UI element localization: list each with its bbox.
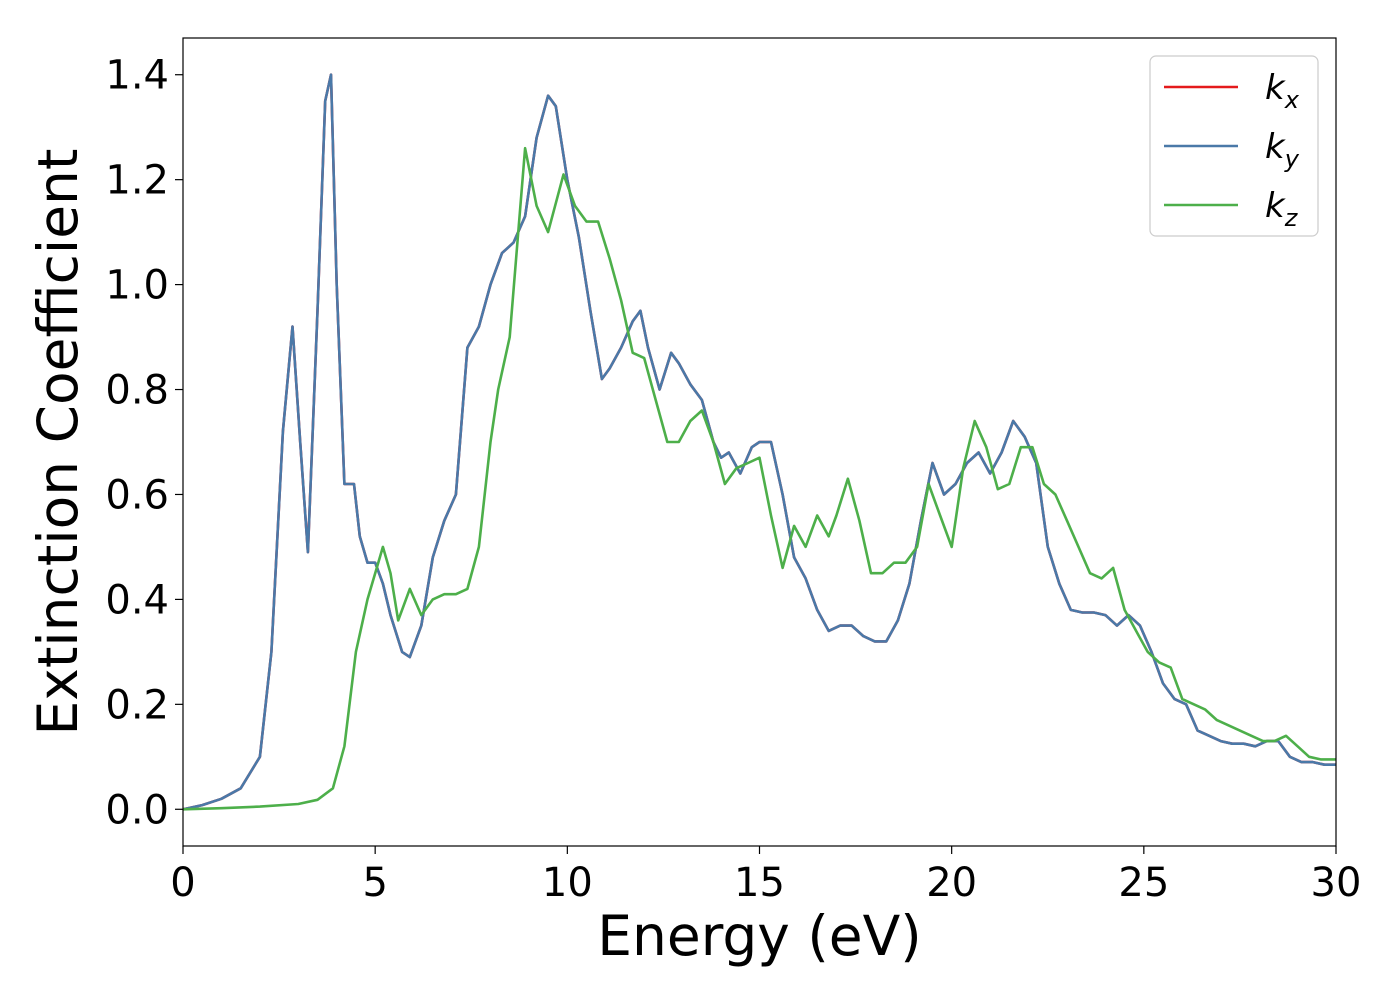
x-tick-label: 20: [926, 860, 977, 906]
legend-label-y: ky: [1265, 127, 1300, 173]
legend-label-base: k: [1265, 68, 1286, 108]
x-tick-label: 25: [1118, 860, 1169, 906]
x-tick-label: 15: [734, 860, 785, 906]
x-tick-label: 30: [1311, 860, 1362, 906]
legend-label-z: kz: [1265, 186, 1299, 232]
y-tick-label: 1.0: [105, 263, 169, 309]
plot-area: [183, 73, 1336, 811]
x-axis-label: Energy (eV): [597, 904, 921, 968]
y-axis: 0.0 0.2 0.4 0.6 0.8 1.0 1.2 1.4: [105, 53, 183, 833]
x-tick-label: 0: [170, 860, 195, 906]
legend-label-base: k: [1265, 127, 1286, 167]
legend-label-x: kx: [1265, 68, 1300, 114]
legend-label-subscript: y: [1284, 145, 1300, 173]
y-tick-label: 1.4: [105, 53, 169, 99]
y-tick-label: 0.0: [105, 787, 169, 833]
y-tick-label: 0.6: [105, 472, 169, 518]
legend-label-base: k: [1265, 186, 1286, 226]
y-tick-label: 0.4: [105, 577, 169, 623]
series-line-z: [183, 146, 1336, 811]
y-tick-label: 1.2: [105, 158, 169, 204]
x-axis: 0 5 10 15 20 25 30: [170, 846, 1361, 906]
x-tick-label: 10: [542, 860, 593, 906]
series-line-y: [183, 73, 1336, 811]
legend-label-subscript: x: [1284, 86, 1300, 114]
legend-label-subscript: z: [1284, 204, 1299, 232]
y-tick-label: 0.8: [105, 368, 169, 414]
y-tick-label: 0.2: [105, 682, 169, 728]
y-axis-label: Extinction Coefficient: [26, 149, 90, 736]
x-tick-label: 5: [362, 860, 387, 906]
